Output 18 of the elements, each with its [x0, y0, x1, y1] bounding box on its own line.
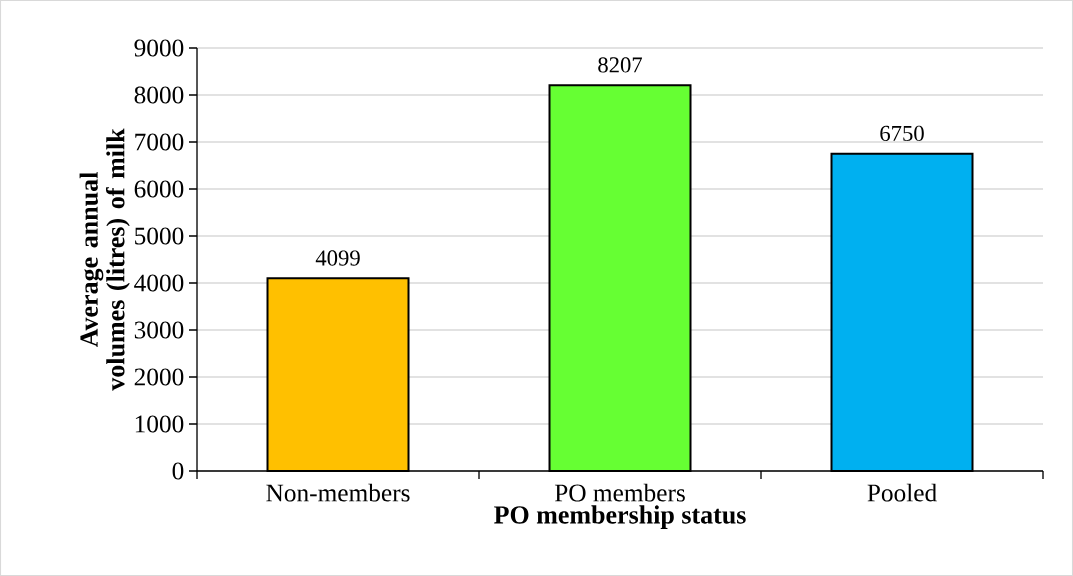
x-tick-label: Non-members — [266, 483, 410, 502]
y-tick-label: 5000 — [135, 227, 184, 245]
y-tick-label: 4000 — [134, 274, 184, 292]
y-tick-label: 8000 — [134, 86, 184, 104]
x-tick-label: PO members — [554, 483, 685, 502]
data-label: 4099 — [315, 250, 360, 266]
y-tick-label: 7000 — [135, 133, 184, 151]
y-tick-label: 2000 — [134, 368, 184, 386]
y-tick-label: 9000 — [134, 39, 184, 57]
x-tick-label: Pooled — [867, 483, 937, 502]
data-label: 6750 — [880, 125, 924, 142]
x-axis-title: PO membership status — [494, 505, 746, 529]
y-axis-title: Average annual volumes (litres) of milk — [79, 128, 130, 391]
y-tick-label: 1000 — [135, 415, 184, 433]
y-tick-label: 6000 — [134, 180, 184, 198]
y-tick-label: 3000 — [134, 321, 184, 339]
y-tick-label: 0 — [172, 462, 184, 480]
data-label: 8207 — [598, 57, 643, 73]
